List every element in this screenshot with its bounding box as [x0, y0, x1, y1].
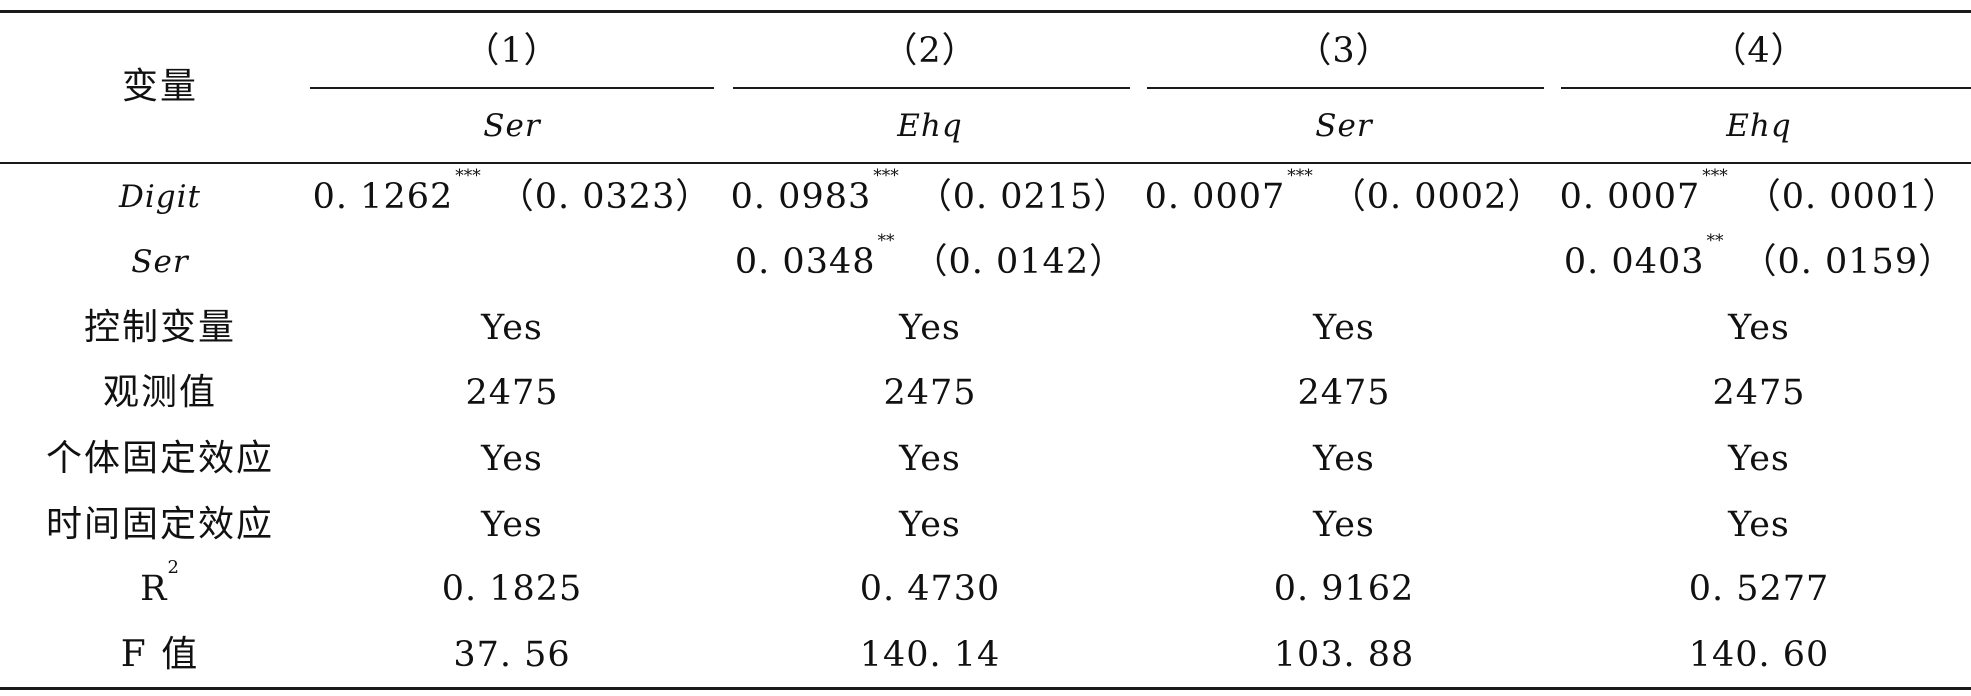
digit-cell-3: 0. 0007*** （0. 0002）: [1144, 168, 1544, 217]
controls-cell-2: Yes: [899, 308, 961, 348]
header-subrule-4: [1561, 87, 1971, 89]
bottom-rule: [0, 687, 1971, 690]
row-label-individual-fe: 个体固定效应: [45, 438, 275, 479]
significance-stars: **: [1706, 231, 1724, 252]
standard-error: （0. 0002）: [1330, 177, 1544, 217]
coefficient: 0. 0348: [734, 242, 876, 282]
observations-cell-3: 2475: [1297, 373, 1391, 413]
header-bottom-rule: [0, 162, 1971, 164]
r-squared-cell-1: 0. 1825: [441, 569, 583, 609]
row-label-ser: Ser: [131, 244, 189, 280]
f-value-cell-1: 37. 56: [453, 635, 571, 675]
coefficient: 0. 0007: [1559, 177, 1701, 217]
standard-error: （0. 0215）: [916, 177, 1130, 217]
column-number-1: （1）: [464, 31, 560, 71]
observations-cell-4: 2475: [1712, 373, 1806, 413]
ser-cell-2: 0. 0348** （0. 0142）: [734, 233, 1126, 282]
observations-cell-1: 2475: [465, 373, 559, 413]
dependent-var-4: Ehq: [1726, 108, 1792, 144]
row-label-digit: Digit: [119, 179, 201, 215]
f-value-cell-4: 140. 60: [1688, 635, 1830, 675]
coefficient: 0. 1262: [312, 177, 454, 217]
row-label-observations: 观测值: [102, 372, 218, 413]
coefficient: 0. 0983: [730, 177, 872, 217]
row-label-r-squared: R2: [140, 559, 180, 609]
digit-cell-2: 0. 0983*** （0. 0215）: [730, 168, 1130, 217]
row-label-controls: 控制变量: [83, 307, 237, 348]
dependent-var-3: Ser: [1315, 108, 1373, 144]
controls-cell-1: Yes: [481, 308, 543, 348]
coefficient: 0. 0403: [1563, 242, 1705, 282]
r-squared-exponent: 2: [167, 557, 180, 579]
dependent-var-1: Ser: [483, 108, 541, 144]
individual-fe-cell-2: Yes: [899, 439, 961, 479]
top-rule: [0, 10, 1971, 13]
time-fe-cell-4: Yes: [1728, 505, 1790, 545]
f-value-cell-2: 140. 14: [859, 635, 1001, 675]
time-fe-cell-3: Yes: [1313, 505, 1375, 545]
time-fe-cell-1: Yes: [481, 505, 543, 545]
significance-stars: **: [877, 231, 895, 252]
column-number-2: （2）: [882, 31, 978, 71]
individual-fe-cell-4: Yes: [1728, 439, 1790, 479]
column-number-3: （3）: [1296, 31, 1392, 71]
f-value-cell-3: 103. 88: [1273, 635, 1415, 675]
dependent-var-2: Ehq: [897, 108, 963, 144]
r-squared-cell-2: 0. 4730: [859, 569, 1001, 609]
header-subrule-3: [1147, 87, 1544, 89]
standard-error: （0. 0001）: [1745, 177, 1959, 217]
header-subrule-2: [733, 87, 1130, 89]
controls-cell-3: Yes: [1313, 308, 1375, 348]
column-number-4: （4）: [1711, 31, 1807, 71]
row-label-f-value: F 值: [120, 634, 200, 675]
observations-cell-2: 2475: [883, 373, 977, 413]
individual-fe-cell-1: Yes: [481, 439, 543, 479]
standard-error: （0. 0159）: [1741, 242, 1955, 282]
significance-stars: ***: [873, 166, 899, 187]
significance-stars: ***: [1702, 166, 1728, 187]
ser-cell-4: 0. 0403** （0. 0159）: [1563, 233, 1955, 282]
standard-error: （0. 0323）: [498, 177, 712, 217]
significance-stars: ***: [455, 166, 481, 187]
controls-cell-4: Yes: [1728, 308, 1790, 348]
r-squared-cell-4: 0. 5277: [1688, 569, 1830, 609]
time-fe-cell-2: Yes: [899, 505, 961, 545]
digit-cell-4: 0. 0007*** （0. 0001）: [1559, 168, 1959, 217]
r-squared-base: R: [140, 569, 168, 609]
r-squared-cell-3: 0. 9162: [1273, 569, 1415, 609]
variable-header: 变量: [121, 66, 199, 107]
row-label-time-fe: 时间固定效应: [45, 504, 275, 545]
significance-stars: ***: [1287, 166, 1313, 187]
header-subrule-1: [310, 87, 714, 89]
coefficient: 0. 0007: [1144, 177, 1286, 217]
individual-fe-cell-3: Yes: [1313, 439, 1375, 479]
standard-error: （0. 0142）: [912, 242, 1126, 282]
digit-cell-1: 0. 1262*** （0. 0323）: [312, 168, 712, 217]
